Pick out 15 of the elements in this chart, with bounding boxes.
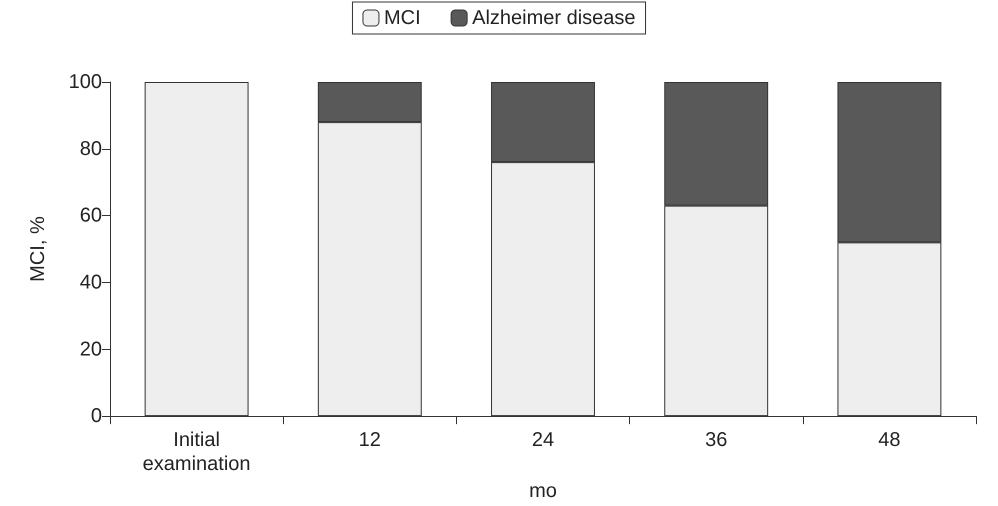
x-tick-label: 36 [705,429,728,452]
y-tick-label: 80 [80,138,102,160]
x-tick-label: 48 [878,429,901,452]
x-axis-title: mo [529,480,557,502]
legend-label: Alzheimer disease [472,7,636,29]
y-tick-label: 20 [80,338,102,360]
y-tick-label: 40 [80,271,102,294]
x-tick-label: 12 [358,429,381,452]
y-tick-label: 0 [90,405,102,428]
y-axis-title: MCI, % [27,216,49,282]
y-tick-label: 100 [68,71,102,93]
legend-label: MCI [384,7,421,29]
x-tick-label: 24 [532,429,554,452]
y-tick-label: 60 [80,204,102,227]
x-tick-label: Initial examination [142,429,251,476]
